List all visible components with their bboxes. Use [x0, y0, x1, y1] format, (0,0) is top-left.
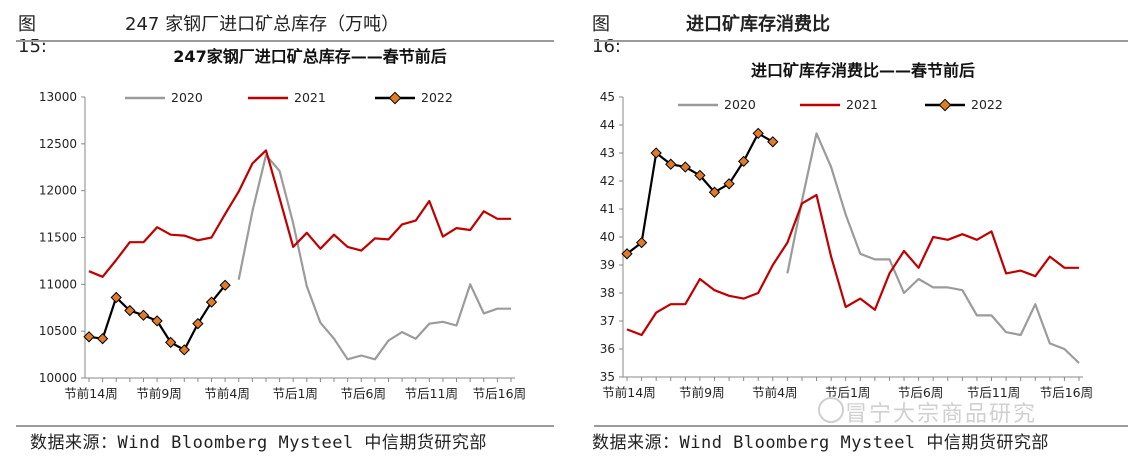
y-tick-label: 12500 [39, 137, 77, 151]
x-tick-label: 节前9周 [136, 386, 181, 401]
y-tick-label: 41 [600, 202, 615, 216]
data-point-2022 [151, 315, 163, 327]
x-tick-label: 节前14周 [64, 386, 117, 401]
y-tick-label: 35 [600, 370, 615, 384]
data-point-2022 [752, 127, 764, 140]
series-line-2020 [237, 153, 511, 361]
x-tick-label: 节后11周 [967, 385, 1020, 400]
y-tick-label: 39 [600, 258, 615, 272]
data-point-2022 [192, 318, 204, 330]
x-tick-label: 节后1周 [825, 385, 870, 400]
data-point-2022 [650, 147, 662, 159]
x-tick-label: 节后16周 [1040, 385, 1093, 400]
x-tick-label: 节前4周 [204, 386, 249, 401]
data-point-2022 [205, 296, 218, 308]
x-tick-label: 节后6周 [898, 385, 943, 400]
panel-consumption-ratio: 图 16: 进口矿库存消费比 进口矿库存消费比——春节前后 45 44 43 42 41 4… [578, 0, 1140, 463]
legend-label-2021: 2021 [846, 97, 878, 112]
panel-inventory: 图 15: 247 家钢厂进口矿总库存（万吨） 247家钢厂进口矿总库存——春节… [0, 0, 566, 463]
x-tick-label: 节后1周 [272, 386, 317, 401]
y-tick-label: 43 [600, 146, 615, 160]
watermark: 冒宁大宗商品研究 [845, 402, 1038, 427]
y-tick-label: 36 [600, 342, 615, 356]
y-tick-label: 45 [600, 90, 615, 104]
legend-label-2020: 2020 [724, 97, 756, 112]
data-source: 数据来源：Wind Bloomberg Mysteel 中信期货研究部 [592, 433, 1049, 453]
y-tick-label: 40 [600, 230, 615, 244]
y-tick-label: 11500 [39, 231, 77, 245]
chart-title: 进口矿库存消费比——春节前后 [751, 61, 975, 80]
data-point-2022 [165, 336, 177, 349]
top-divider [594, 40, 1128, 42]
top-divider [16, 40, 554, 42]
inventory-line-chart: 247家钢厂进口矿总库存——春节前后 13000 12500 12000 11500 11… [39, 47, 526, 401]
y-tick-label: 37 [600, 314, 615, 328]
series-line-2021 [88, 149, 511, 278]
y-tick-label: 10000 [39, 371, 77, 385]
data-point-2022 [137, 309, 150, 321]
x-tick-label: 节前9周 [679, 385, 724, 400]
legend-marker-2022 [938, 98, 952, 112]
x-tick-label: 节后11周 [405, 386, 458, 401]
legend-label-2020: 2020 [171, 90, 203, 105]
data-point-2022 [83, 331, 95, 343]
data-point-2022 [635, 236, 648, 249]
data-point-2022 [110, 291, 122, 304]
figure-title: 进口矿库存消费比 [686, 14, 830, 35]
data-point-2022 [708, 186, 721, 198]
x-tick-label: 节后6周 [341, 386, 386, 401]
series-line-2020 [786, 132, 1080, 364]
data-source: 数据来源：Wind Bloomberg Mysteel 中信期货研究部 [30, 433, 487, 453]
data-point-2022 [694, 169, 706, 182]
legend-marker-2022 [388, 91, 402, 105]
data-point-2022 [665, 158, 677, 170]
data-point-2022 [178, 344, 190, 356]
legend-label-2022: 2022 [971, 97, 1003, 112]
y-tick-label: 12000 [39, 184, 77, 198]
y-tick-label: 44 [600, 118, 615, 132]
y-tick-label: 42 [600, 174, 615, 188]
data-point-2022 [124, 304, 136, 317]
data-point-2022 [96, 333, 109, 345]
chart-title: 247家钢厂进口矿总库存——春节前后 [173, 47, 446, 66]
series-line-2021 [626, 193, 1079, 337]
x-tick-label: 节前4周 [752, 385, 797, 400]
data-point-2022 [219, 279, 231, 291]
bottom-divider [16, 425, 554, 427]
x-tick-label: 节后16周 [473, 386, 526, 401]
bottom-divider [594, 425, 1128, 427]
data-point-2022 [767, 136, 779, 148]
data-point-2022 [737, 155, 750, 168]
y-tick-label: 10500 [39, 324, 77, 338]
wechat-icon [818, 397, 844, 423]
ratio-line-chart: 进口矿库存消费比——春节前后 45 44 43 42 41 40 39 38 37 36 35节前14… [600, 61, 1093, 400]
x-tick-label: 节前14周 [602, 385, 655, 400]
y-tick-label: 13000 [39, 90, 77, 104]
data-point-2022 [679, 161, 691, 173]
figure-title: 247 家钢厂进口矿总库存（万吨） [125, 14, 400, 35]
legend-label-2022: 2022 [421, 90, 453, 105]
y-tick-label: 11000 [39, 277, 77, 291]
y-tick-label: 38 [600, 286, 615, 300]
legend-label-2021: 2021 [294, 90, 326, 105]
data-point-2022 [723, 178, 735, 190]
series-line-2022 [626, 132, 774, 255]
data-point-2022 [621, 248, 633, 260]
